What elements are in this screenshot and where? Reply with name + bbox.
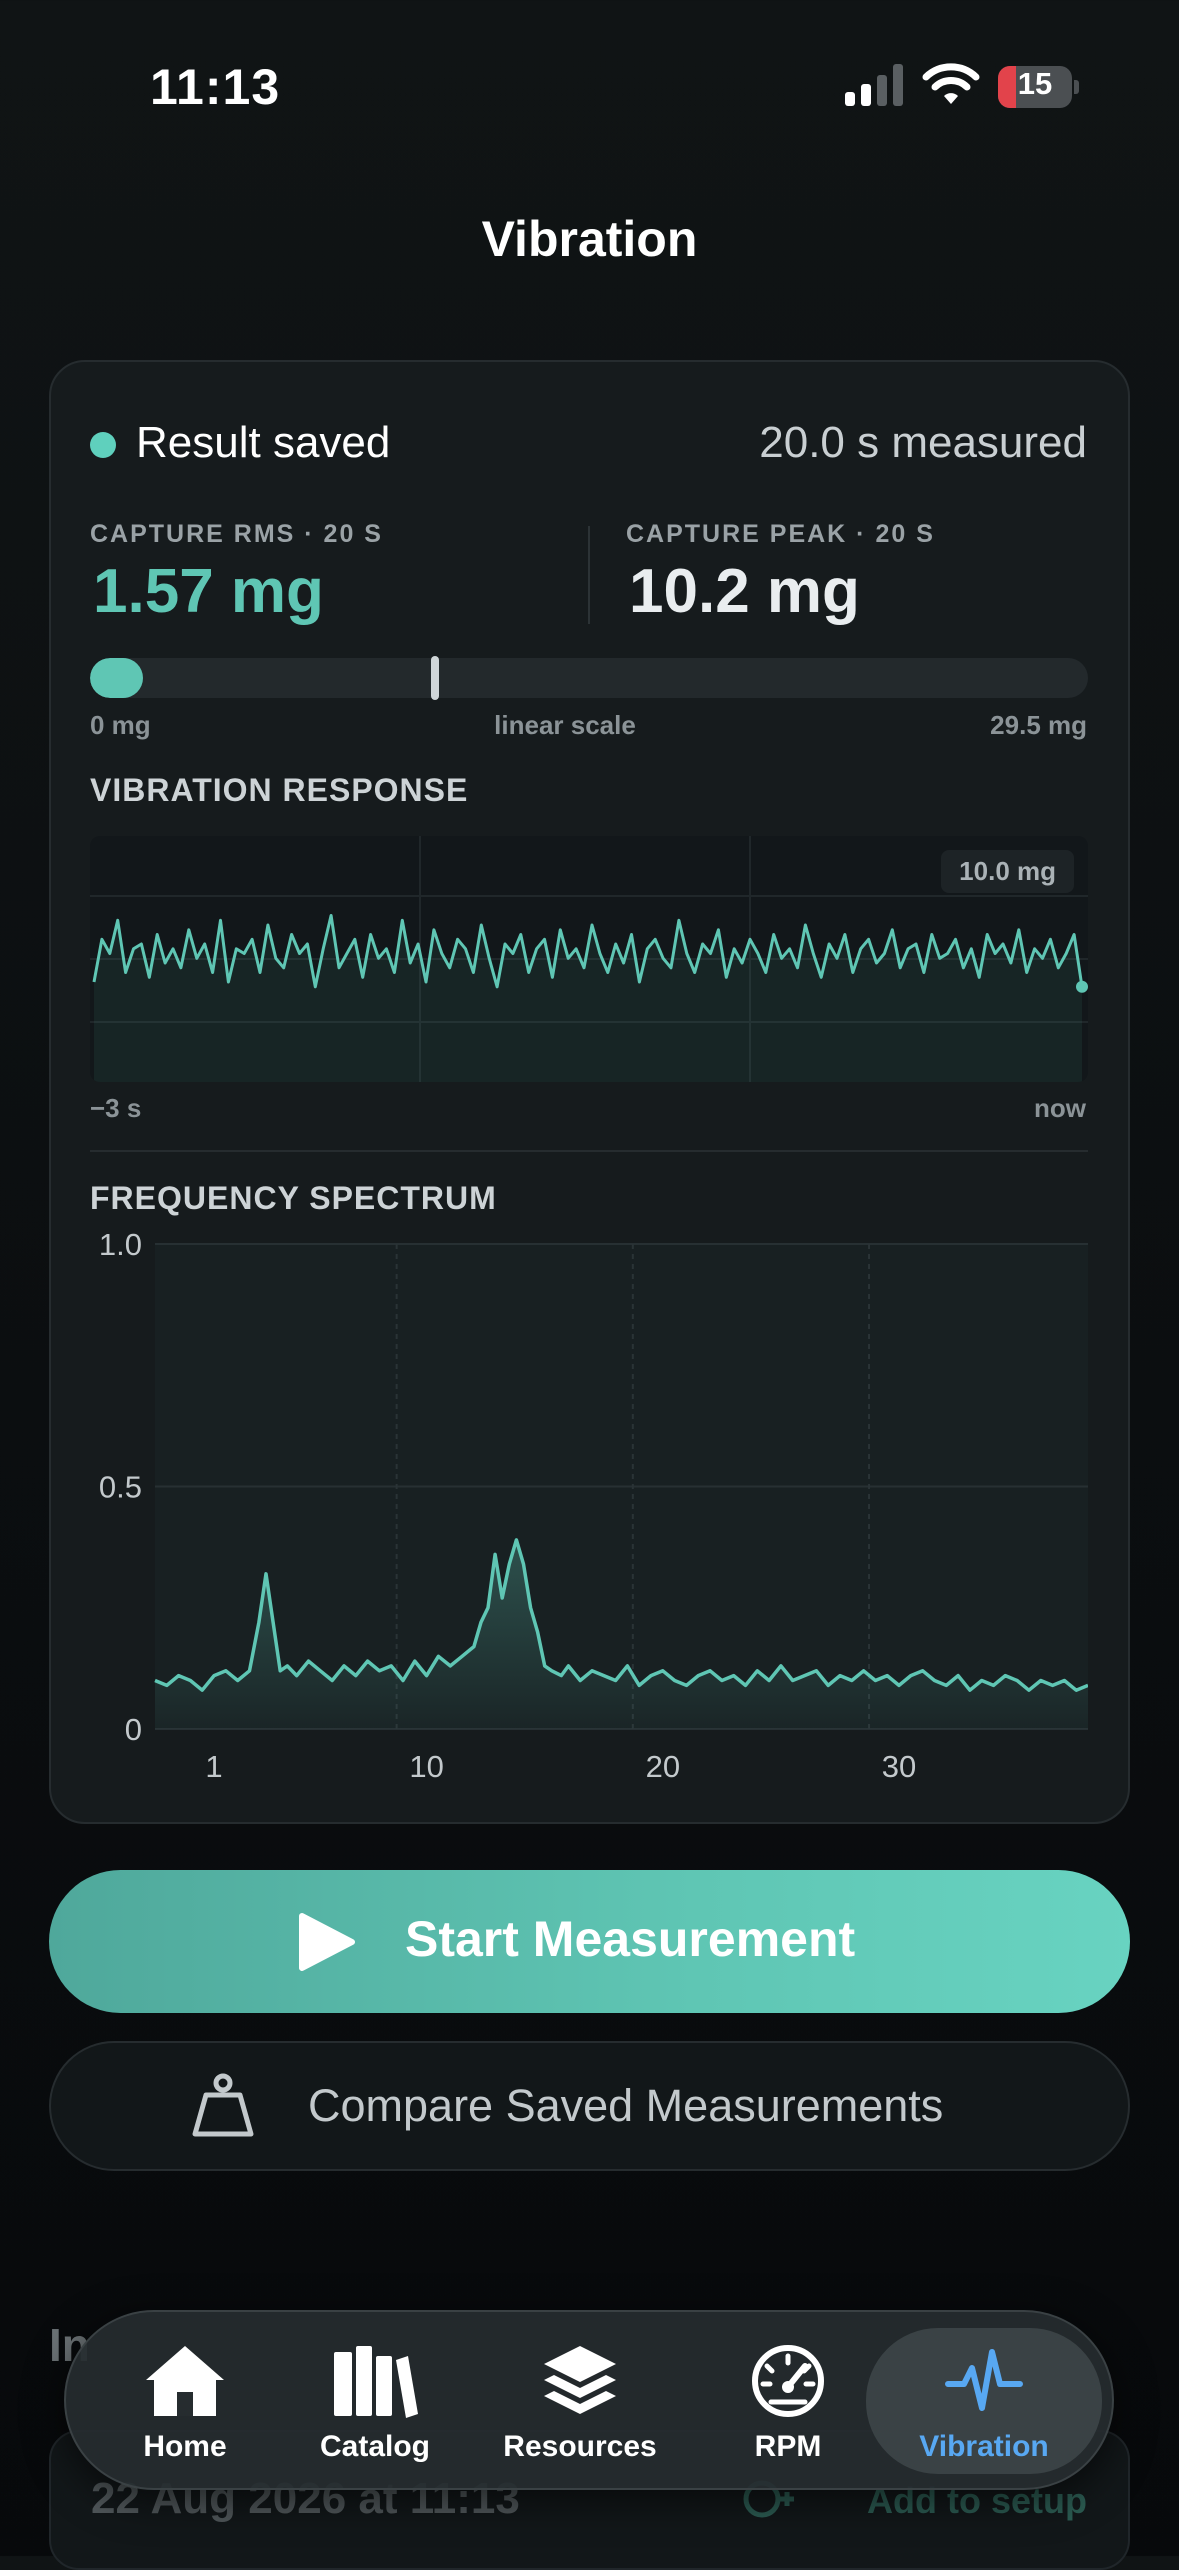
battery-level: [998, 66, 1016, 108]
y-tick-label: 0.5: [99, 1470, 142, 1505]
start-measurement-label: Start Measurement: [405, 1911, 856, 1967]
vibration-response-chart: 10.0 mg: [90, 836, 1088, 1082]
rms-level-fill: [90, 658, 143, 698]
scale-min-label: 0 mg: [90, 710, 151, 740]
time-axis-start: −3 s: [90, 1093, 142, 1123]
x-tick-label: 30: [882, 1749, 916, 1782]
frequency-spectrum-title: FREQUENCY SPECTRUM: [90, 1180, 497, 1216]
tab-label: Resources: [503, 2430, 657, 2463]
scale-mode-label: linear scale: [494, 710, 636, 740]
metric-divider: [588, 526, 590, 624]
house-icon: [146, 2346, 224, 2416]
waveform-icon: [945, 2349, 1023, 2411]
tab-home[interactable]: Home: [115, 2328, 255, 2474]
layers-icon: [544, 2346, 616, 2414]
peak-label: CAPTURE PEAK · 20 S: [626, 520, 935, 548]
saved-status-dot: [90, 432, 116, 458]
latest-point: [1076, 980, 1088, 993]
y-tick-label: 1.0: [99, 1227, 142, 1262]
tab-resources[interactable]: Resources: [490, 2328, 670, 2474]
vibration-line: [92, 914, 1084, 989]
status-time: 11:13: [150, 59, 281, 115]
level-scale-bar: [90, 658, 1088, 698]
x-tick-label: 10: [409, 1749, 443, 1782]
time-axis-end: now: [1034, 1093, 1086, 1123]
compare-measurements-label: Compare Saved Measurements: [308, 2080, 944, 2131]
battery-icon: 15: [998, 66, 1079, 108]
tab-label: RPM: [754, 2430, 822, 2463]
spectrum-line: [154, 1538, 1088, 1692]
y-tick-label: 0: [125, 1712, 142, 1747]
weight-icon: [192, 2073, 254, 2137]
rms-value: 1.57 mg: [93, 557, 324, 626]
scale-max-label: 29.5 mg: [990, 710, 1087, 740]
spectrum-area: [155, 1539, 1088, 1729]
start-measurement-button[interactable]: [49, 1870, 1130, 2013]
tab-vibration[interactable]: Vibration: [866, 2328, 1102, 2474]
gauge-icon: [752, 2345, 824, 2417]
page-title: Vibration: [481, 211, 698, 267]
peak-level-marker: [431, 656, 440, 700]
vibration-response-plot: [90, 836, 1088, 1082]
vibration-response-title: VIBRATION RESPONSE: [90, 772, 469, 808]
compare-measurements-button[interactable]: [49, 2041, 1130, 2171]
tab-catalog[interactable]: Catalog: [300, 2328, 450, 2474]
measured-duration: 20.0 s measured: [759, 418, 1087, 467]
saved-status-text: Result saved: [136, 418, 391, 467]
tab-label: Home: [143, 2430, 227, 2463]
wifi-icon: [922, 63, 980, 104]
rms-label: CAPTURE RMS · 20 S: [90, 520, 383, 548]
peak-value: 10.2 mg: [629, 557, 860, 626]
tab-rpm[interactable]: RPM: [723, 2328, 853, 2474]
x-tick-label: 1: [205, 1749, 222, 1782]
frequency-spectrum-chart: 1.0 0.5 0 1 10 20 30: [99, 1227, 1088, 1782]
peak-badge: 10.0 mg: [941, 850, 1074, 893]
tab-label: Vibration: [919, 2430, 1049, 2463]
books-icon: [334, 2346, 418, 2418]
tab-label: Catalog: [319, 2430, 430, 2463]
play-icon: [299, 1913, 355, 1971]
x-tick-label: 20: [646, 1749, 680, 1782]
section-divider: [90, 1150, 1088, 1152]
battery-percentage: 15: [1017, 66, 1053, 101]
cellular-signal-icon: [845, 64, 903, 106]
